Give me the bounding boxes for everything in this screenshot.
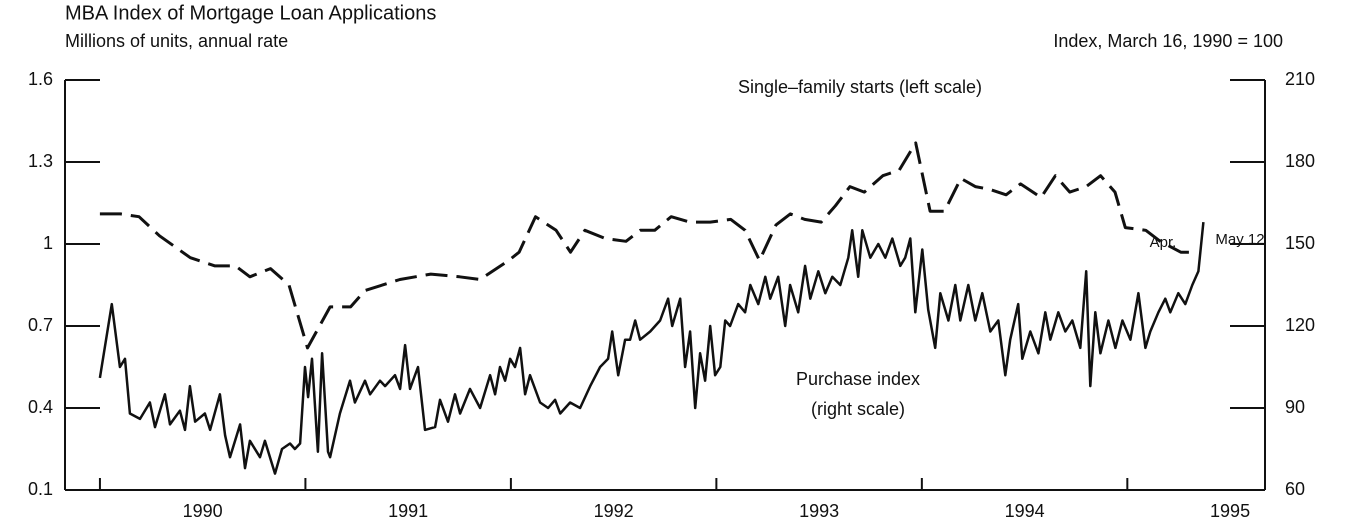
annotation: Purchase index: [796, 369, 920, 389]
annotation: Single–family starts (left scale): [738, 77, 982, 97]
y-tick-label: 0.4: [28, 397, 53, 417]
y-tick-label: 1: [43, 233, 53, 253]
annotation: May 12: [1215, 231, 1264, 248]
y2-axis-label: Index, March 16, 1990 = 100: [1053, 31, 1283, 51]
x-tick-label: 1990: [183, 501, 223, 521]
x-tick-label: 1992: [594, 501, 634, 521]
y2-tick-label: 90: [1285, 397, 1305, 417]
starts-line: [99, 141, 1191, 350]
y2-tick-label: 60: [1285, 479, 1305, 499]
y-tick-label: 0.7: [28, 315, 53, 335]
x-tick-label: 1994: [1005, 501, 1045, 521]
y2-tick-label: 210: [1285, 69, 1315, 89]
y2-tick-label: 150: [1285, 233, 1315, 253]
x-tick-label: 1995: [1210, 501, 1250, 521]
annotation: (right scale): [811, 399, 905, 419]
index-line: [98, 221, 1205, 475]
x-tick-label: 1991: [388, 501, 428, 521]
x-tick-label: 1993: [799, 501, 839, 521]
chart-title: MBA Index of Mortgage Loan Applications: [65, 2, 436, 24]
y-tick-label: 1.3: [28, 151, 53, 171]
y2-tick-label: 180: [1285, 151, 1315, 171]
y-tick-label: 0.1: [28, 479, 53, 499]
annotation: Apr.: [1150, 234, 1177, 251]
y-axis-label: Millions of units, annual rate: [65, 31, 288, 51]
y2-tick-label: 120: [1285, 315, 1315, 335]
y-tick-label: 1.6: [28, 69, 53, 89]
